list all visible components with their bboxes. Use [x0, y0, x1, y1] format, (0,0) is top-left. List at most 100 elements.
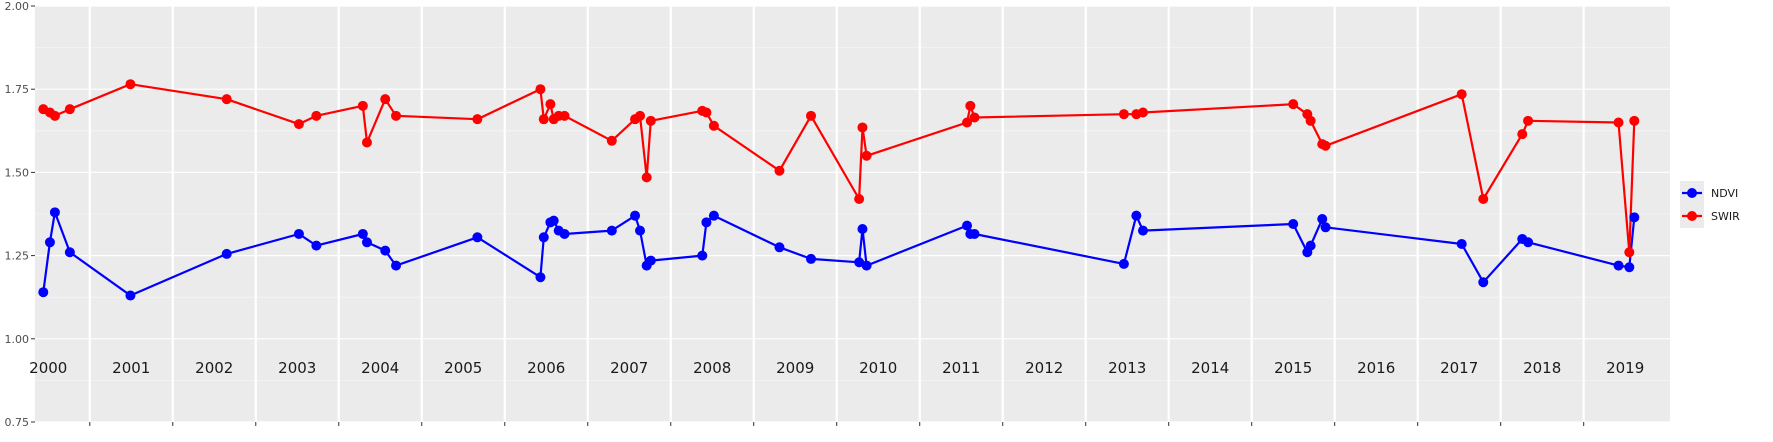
swir-point: [293, 119, 304, 130]
y-tick-label: 0.75: [5, 416, 30, 429]
ndvi-point: [1137, 225, 1148, 236]
swir-point: [559, 110, 570, 121]
swir-point: [861, 150, 872, 161]
ndvi-point: [391, 260, 402, 271]
swir-point: [357, 100, 368, 111]
swir-point: [1517, 129, 1528, 140]
y-tick-label: 1.50: [5, 166, 30, 179]
ndvi-point: [472, 232, 483, 243]
ndvi-point: [1320, 222, 1331, 233]
ndvi-point: [1456, 238, 1467, 249]
year-label: 2007: [610, 359, 648, 377]
year-label: 2009: [776, 359, 814, 377]
year-labels: 2000 2001 2002 2003 2004 2005 2006 2007 2008 2009…: [29, 359, 1644, 377]
year-label: 2008: [693, 359, 731, 377]
swir-point: [1320, 140, 1331, 151]
swir-point: [125, 79, 136, 90]
year-separators: [88, 6, 1585, 426]
swir-point: [635, 110, 646, 121]
y-tick-label: 1.25: [5, 250, 30, 263]
ndvi-point: [1118, 258, 1129, 269]
ndvi-point: [1305, 240, 1316, 251]
legend-label-ndvi: NDVI: [1711, 187, 1738, 200]
ndvi-point: [221, 248, 232, 259]
year-label: 2014: [1191, 359, 1229, 377]
year-label: 2012: [1025, 359, 1063, 377]
year-label: 2016: [1357, 359, 1395, 377]
year-label: 2015: [1274, 359, 1312, 377]
year-label: 2004: [361, 359, 399, 377]
ndvi-point: [1629, 212, 1640, 223]
ndvi-point: [311, 240, 322, 251]
ndvi-point: [1288, 218, 1299, 229]
ndvi-point: [548, 215, 559, 226]
year-label: 2005: [444, 359, 482, 377]
swir-point: [1629, 115, 1640, 126]
swir-point: [311, 110, 322, 121]
year-label: 2001: [112, 359, 150, 377]
swir-point: [1613, 117, 1624, 128]
year-label: 2011: [942, 359, 980, 377]
ndvi-point: [1317, 213, 1328, 224]
year-label: 2010: [859, 359, 897, 377]
swir-point: [391, 110, 402, 121]
legend-key-point-swir: [1687, 211, 1697, 221]
swir-point: [962, 117, 973, 128]
swir-point: [1523, 115, 1534, 126]
swir-point: [49, 110, 60, 121]
ndvi-point: [535, 272, 546, 283]
ndvi-point: [635, 225, 646, 236]
ndvi-point: [857, 223, 868, 234]
swir-point: [361, 137, 372, 148]
ndvi-point: [293, 228, 304, 239]
swir-point: [545, 99, 556, 110]
ndvi-point: [125, 290, 136, 301]
year-label: 2013: [1108, 359, 1146, 377]
ndvi-point: [1613, 260, 1624, 271]
legend: NDVI SWIR: [1680, 181, 1740, 228]
swir-point: [641, 172, 652, 183]
year-label: 2006: [527, 359, 565, 377]
swir-point: [1478, 194, 1489, 205]
swir-point: [774, 165, 785, 176]
ndvi-point: [854, 257, 865, 268]
y-tick-label: 1.00: [5, 333, 30, 346]
ndvi-point: [701, 217, 712, 228]
major-gridlines: [35, 5, 1670, 423]
swir-point: [969, 112, 980, 123]
ndvi-point: [969, 228, 980, 239]
swir-point: [1624, 247, 1635, 258]
swir-point: [1118, 109, 1129, 120]
year-label: 2002: [195, 359, 233, 377]
swir-point: [701, 107, 712, 118]
swir-point: [1456, 89, 1467, 100]
year-label: 2018: [1523, 359, 1561, 377]
series-points: [38, 79, 1640, 301]
legend-key-point-ndvi: [1687, 188, 1697, 198]
ndvi-point: [1478, 277, 1489, 288]
ndvi-point: [697, 250, 708, 261]
swir-point: [472, 114, 483, 125]
swir-point: [854, 194, 865, 205]
swir-point: [806, 110, 817, 121]
swir-point: [708, 120, 719, 131]
swir-point: [380, 94, 391, 105]
y-tick-label: 2.00: [5, 0, 30, 13]
ndvi-point: [645, 255, 656, 266]
swir-point: [606, 135, 617, 146]
year-label: 2003: [278, 359, 316, 377]
year-label: 2000: [29, 359, 67, 377]
ndvi-point: [1523, 237, 1534, 248]
ndvi-point: [380, 245, 391, 256]
ndvi-point: [64, 247, 75, 258]
ndvi-point: [38, 287, 49, 298]
ndvi-point: [1624, 262, 1635, 273]
ndvi-point: [774, 242, 785, 253]
ndvi-point: [1131, 210, 1142, 221]
ndvi-point: [49, 207, 60, 218]
ndvi-point: [606, 225, 617, 236]
swir-point: [64, 104, 75, 115]
ndvi-point: [538, 232, 549, 243]
swir-point: [538, 114, 549, 125]
